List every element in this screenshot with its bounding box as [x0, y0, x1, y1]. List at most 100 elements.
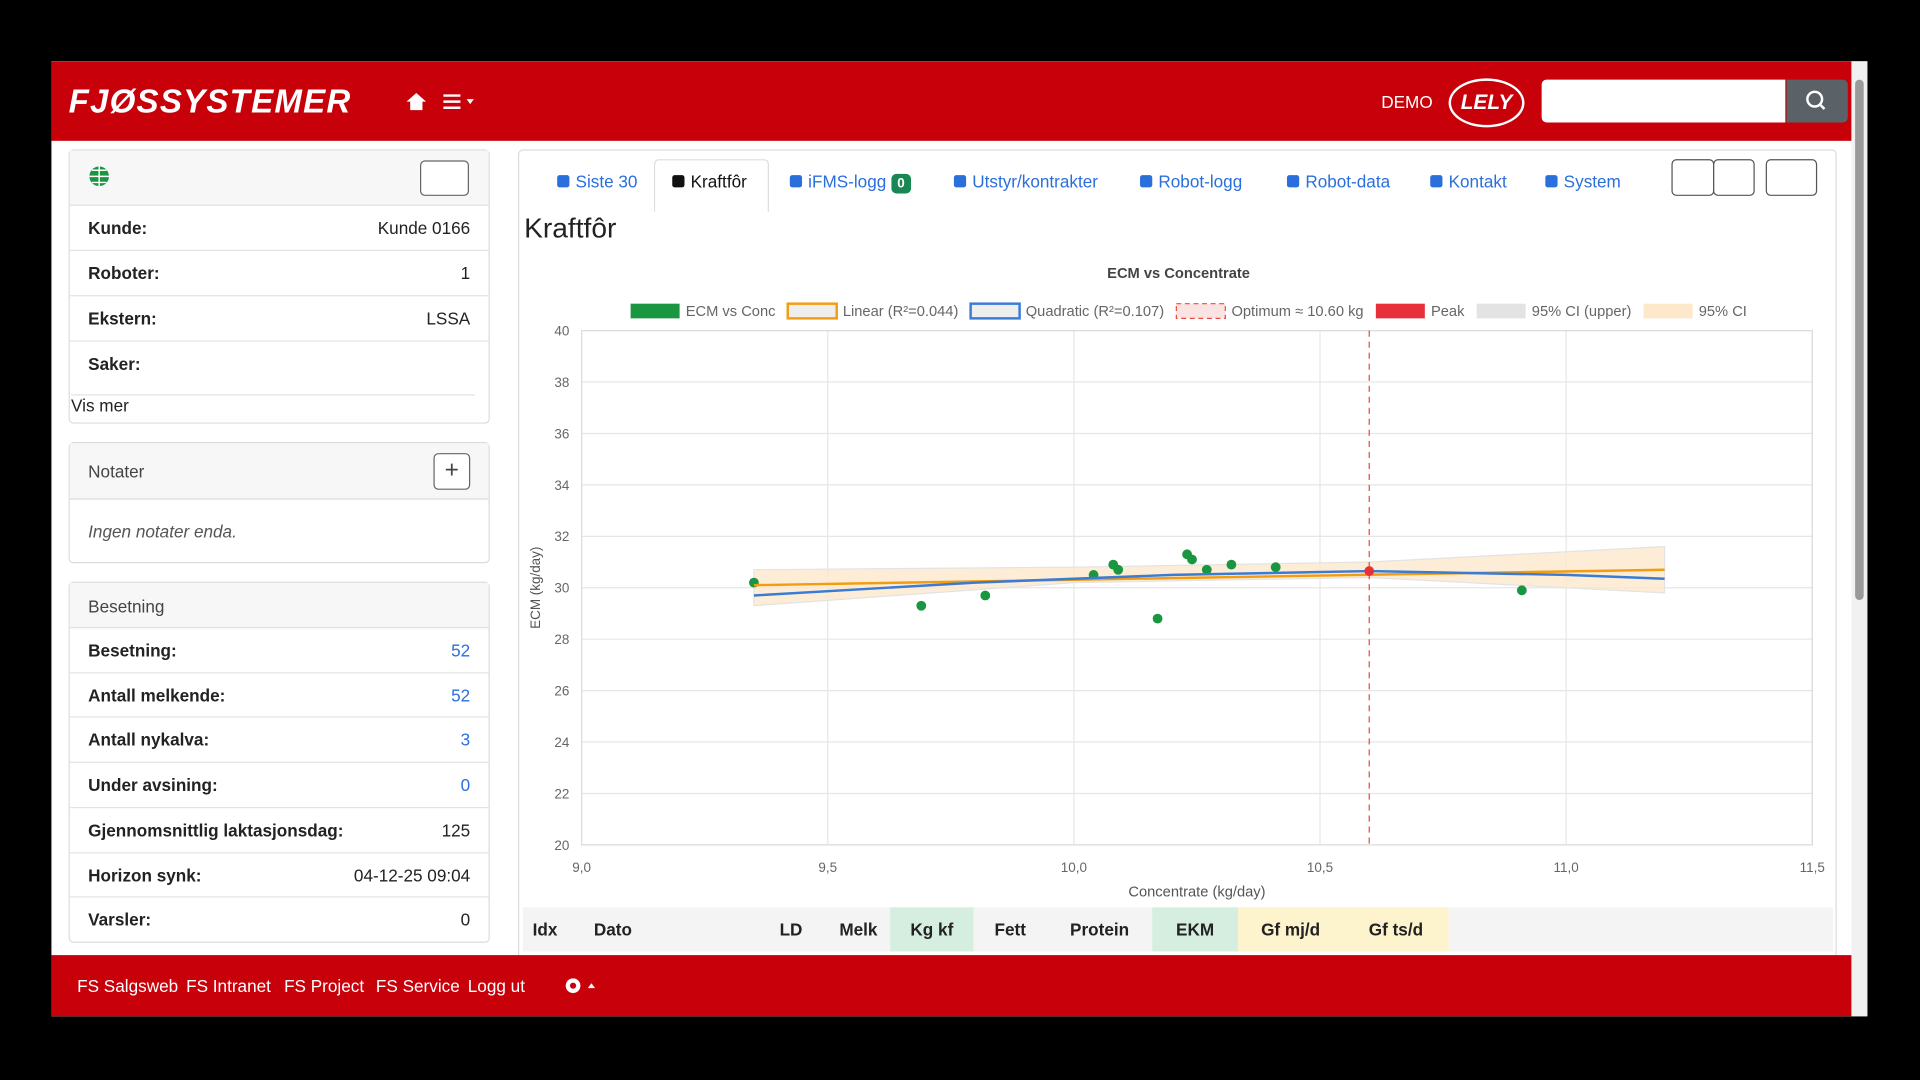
legend-label: 95% CI (upper) [1532, 304, 1632, 320]
legend-swatch [969, 302, 1021, 320]
tab-icon [789, 175, 803, 188]
add-note-button[interactable]: + [433, 453, 471, 490]
column-header[interactable]: Protein [1070, 919, 1130, 940]
column-header[interactable]: Gf ts/d [1343, 907, 1449, 952]
tab-icon [1140, 175, 1153, 188]
notes-empty: Ingen notater enda. [88, 521, 237, 542]
tab[interactable]: Kraftfôr [672, 171, 747, 191]
tab-label: Robot-data [1305, 171, 1391, 192]
data-point [1364, 566, 1375, 576]
chart-title: ECM vs Concentrate [1107, 266, 1250, 282]
column-header[interactable]: Fett [994, 919, 1026, 940]
tab[interactable]: Robot-data [1286, 171, 1391, 192]
footer-link[interactable]: Logg ut [467, 975, 525, 996]
herd-row: Varsler: 0 [69, 896, 489, 942]
tab-label: Kontakt [1448, 171, 1507, 192]
notes-header: Notater + [69, 443, 489, 500]
y-tick-label: 28 [554, 632, 569, 647]
scrollbar[interactable] [1851, 61, 1868, 1017]
row-label: Antall melkende: [88, 685, 226, 705]
y-tick-label: 34 [554, 478, 569, 493]
tab[interactable]: System [1545, 171, 1621, 191]
herd-row: Besetning: 52 [69, 626, 489, 672]
search-input[interactable] [1541, 79, 1786, 123]
show-more[interactable]: Vis mer [71, 394, 476, 415]
row-value: 1 [460, 263, 471, 283]
column-header[interactable]: Kg kf [890, 907, 974, 952]
notes-card: Notater + Ingen notater enda. [68, 442, 490, 564]
home-icon[interactable] [406, 93, 427, 111]
lely-logo: LELY [1448, 78, 1525, 128]
tab[interactable]: Siste 30 [557, 171, 637, 191]
herd-title: Besetning [88, 596, 165, 616]
herd-row: Horizon synk: 04-12-25 09:04 [69, 851, 489, 897]
tab[interactable]: Robot-logg [1140, 171, 1242, 191]
chart: ECM vs Concentrate Concentrate (kg/day) EC… [528, 266, 1825, 900]
column-header[interactable]: Dato [593, 919, 632, 940]
column-header[interactable]: Gf mj/d [1237, 907, 1344, 952]
search-button[interactable] [1786, 79, 1848, 123]
footer-link[interactable]: FS Intranet [186, 975, 271, 996]
browser-viewport: FJØSSYSTEMER DEMO LELY Kunde: Kunde 0166 R… [51, 61, 1868, 1017]
card-menu-button[interactable] [420, 160, 469, 196]
legend-label: Linear (R²=0.044) [843, 304, 959, 320]
y-tick-label: 38 [554, 375, 569, 390]
row-value: 125 [441, 820, 471, 840]
row-value[interactable]: 52 [451, 685, 471, 705]
data-point [1226, 559, 1237, 570]
data-point [1201, 564, 1212, 575]
column-header[interactable]: Idx [532, 919, 558, 940]
legend-swatch [1643, 303, 1693, 319]
tab[interactable]: Utstyr/kontrakter [953, 171, 1098, 191]
row-label: Kunde: [88, 217, 148, 238]
menu-icon[interactable] [443, 94, 477, 109]
page-title: Kraftfôr [524, 211, 617, 244]
row-value: 0 [460, 910, 471, 930]
tab[interactable]: iFMS-logg 0 [789, 171, 911, 194]
row-label: Saker: [88, 353, 141, 374]
tab-icon [557, 175, 570, 188]
row-value: Kunde 0166 [377, 217, 471, 238]
brand[interactable]: FJØSSYSTEMER [68, 83, 352, 121]
legend-label: Peak [1431, 304, 1465, 320]
y-tick-label: 30 [554, 581, 569, 596]
row-value[interactable]: 52 [451, 640, 471, 661]
tab-icon [1545, 175, 1558, 188]
herd-row: Gjennomsnittlig laktasjonsdag: 125 [69, 806, 489, 852]
row-value[interactable]: 3 [460, 730, 471, 750]
legend-swatch [1375, 303, 1425, 319]
badge: 0 [891, 173, 911, 194]
favorite-button[interactable] [1713, 159, 1755, 196]
data-point [1516, 585, 1527, 596]
plot-border [581, 330, 1813, 846]
column-header[interactable]: Melk [839, 919, 878, 940]
x-tick-label: 10,5 [1307, 860, 1333, 875]
herd-row: Antall nykalva: 3 [69, 716, 489, 762]
legend-swatch [1476, 303, 1526, 319]
y-tick-label: 24 [554, 735, 569, 750]
row-label: Besetning: [88, 640, 177, 661]
globe-icon [89, 166, 109, 187]
footer: FS Salgsweb FS Intranet FS Project FS Servi… [51, 955, 1852, 1017]
legend-swatch [1175, 303, 1226, 319]
footer-link[interactable]: FS Salgsweb [77, 975, 179, 996]
footer-link[interactable]: FS Project [284, 975, 365, 996]
customer-card-header [69, 150, 489, 206]
column-header[interactable]: LD [779, 919, 803, 940]
settings-icon[interactable] [563, 976, 600, 996]
row-value[interactable]: 0 [460, 775, 471, 795]
data-point [1113, 564, 1124, 575]
fit-line [753, 568, 1665, 587]
x-tick-label: 9,5 [818, 860, 837, 875]
x-tick-label: 11,5 [1800, 860, 1825, 875]
row-label: Antall nykalva: [88, 730, 210, 750]
scroll-thumb[interactable] [1855, 79, 1864, 601]
row-value: 04-12-25 09:04 [353, 865, 471, 885]
tab[interactable]: Kontakt [1430, 171, 1507, 191]
footer-link[interactable]: FS Service [375, 975, 460, 996]
mute-button[interactable] [1671, 159, 1715, 196]
page-menu-button[interactable] [1765, 159, 1818, 196]
column-header[interactable]: EKM [1152, 907, 1238, 952]
